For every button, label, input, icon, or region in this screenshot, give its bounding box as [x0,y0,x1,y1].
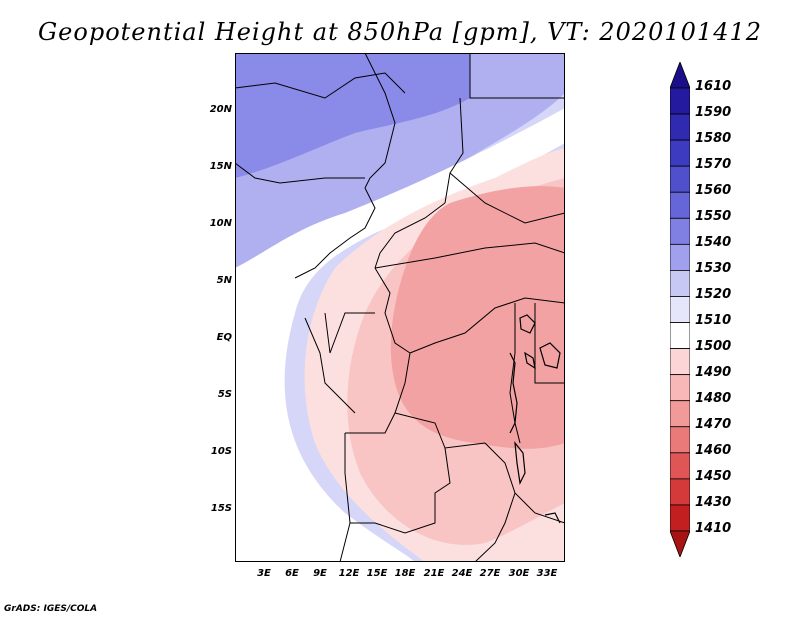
legend-label: 1460 [695,443,732,458]
lon-label: 27E [479,568,501,579]
lat-label: 5N [216,275,232,286]
legend-swatch [669,60,691,89]
lat-label: 15N [209,161,232,172]
legend-label: 1570 [695,157,732,172]
legend-label: 1560 [695,183,732,198]
legend-swatch [669,217,691,245]
geopotential-map [234,52,566,563]
lat-label: 10S [210,446,232,457]
contour-1550-zone [235,53,470,178]
lon-label: 30E [508,568,530,579]
legend-label: 1450 [695,469,732,484]
lakes [509,314,561,524]
contour-1530-zone [235,108,565,562]
legend-label: 1590 [695,105,732,120]
lat-label: 15S [210,503,232,514]
legend-swatch [669,400,691,428]
legend-swatch [669,478,691,506]
chart-title: Geopotential Height at 850hPa [gpm], VT:… [38,18,762,46]
legend-swatch [669,374,691,402]
legend-label: 1430 [695,495,732,510]
lon-label: 6E [285,568,299,579]
legend-label: 1490 [695,365,732,380]
lat-label: EQ [216,332,232,343]
legend-swatch [669,113,691,141]
lon-label: 9E [313,568,327,579]
legend-swatch [669,191,691,219]
legend-swatch [669,270,691,297]
legend-label: 1540 [695,235,732,250]
legend-label: 1580 [695,131,732,146]
legend-label: 1550 [695,209,732,224]
lon-label: 15E [366,568,388,579]
legend-label: 1470 [695,417,732,432]
legend-label: 1520 [695,287,732,302]
legend-bar [669,60,691,559]
legend-swatch [669,348,691,376]
country-borders [234,52,566,563]
lon-label: 33E [536,568,558,579]
map-frame [235,53,565,562]
lon-label: 12E [338,568,360,579]
legend-swatch [669,426,691,454]
legend-swatch [669,530,691,559]
legend-label: 1480 [695,391,732,406]
legend-swatch [669,139,691,167]
legend-label: 1410 [695,521,732,536]
legend-swatch [669,243,691,271]
legend-swatch [669,296,691,323]
legend-swatch [669,165,691,193]
contour-1480-zone [390,186,565,449]
lat-label: 20N [209,104,232,115]
legend-swatch [669,452,691,480]
legend-swatch [669,87,691,115]
lon-label: 18E [394,568,416,579]
lon-label: 21E [423,568,445,579]
legend-label: 1610 [695,79,732,94]
map-panel [234,52,566,563]
lat-label: 5S [217,389,232,400]
lat-label: 10N [209,218,232,229]
lon-label: 24E [451,568,473,579]
legend-swatch [669,322,691,349]
legend-label: 1500 [695,339,732,354]
legend-label: 1510 [695,313,732,328]
legend-label: 1530 [695,261,732,276]
color-legend [669,60,691,559]
legend-swatch [669,504,691,532]
lon-label: 3E [257,568,271,579]
credit-text: GrADS: IGES/COLA [4,604,98,614]
